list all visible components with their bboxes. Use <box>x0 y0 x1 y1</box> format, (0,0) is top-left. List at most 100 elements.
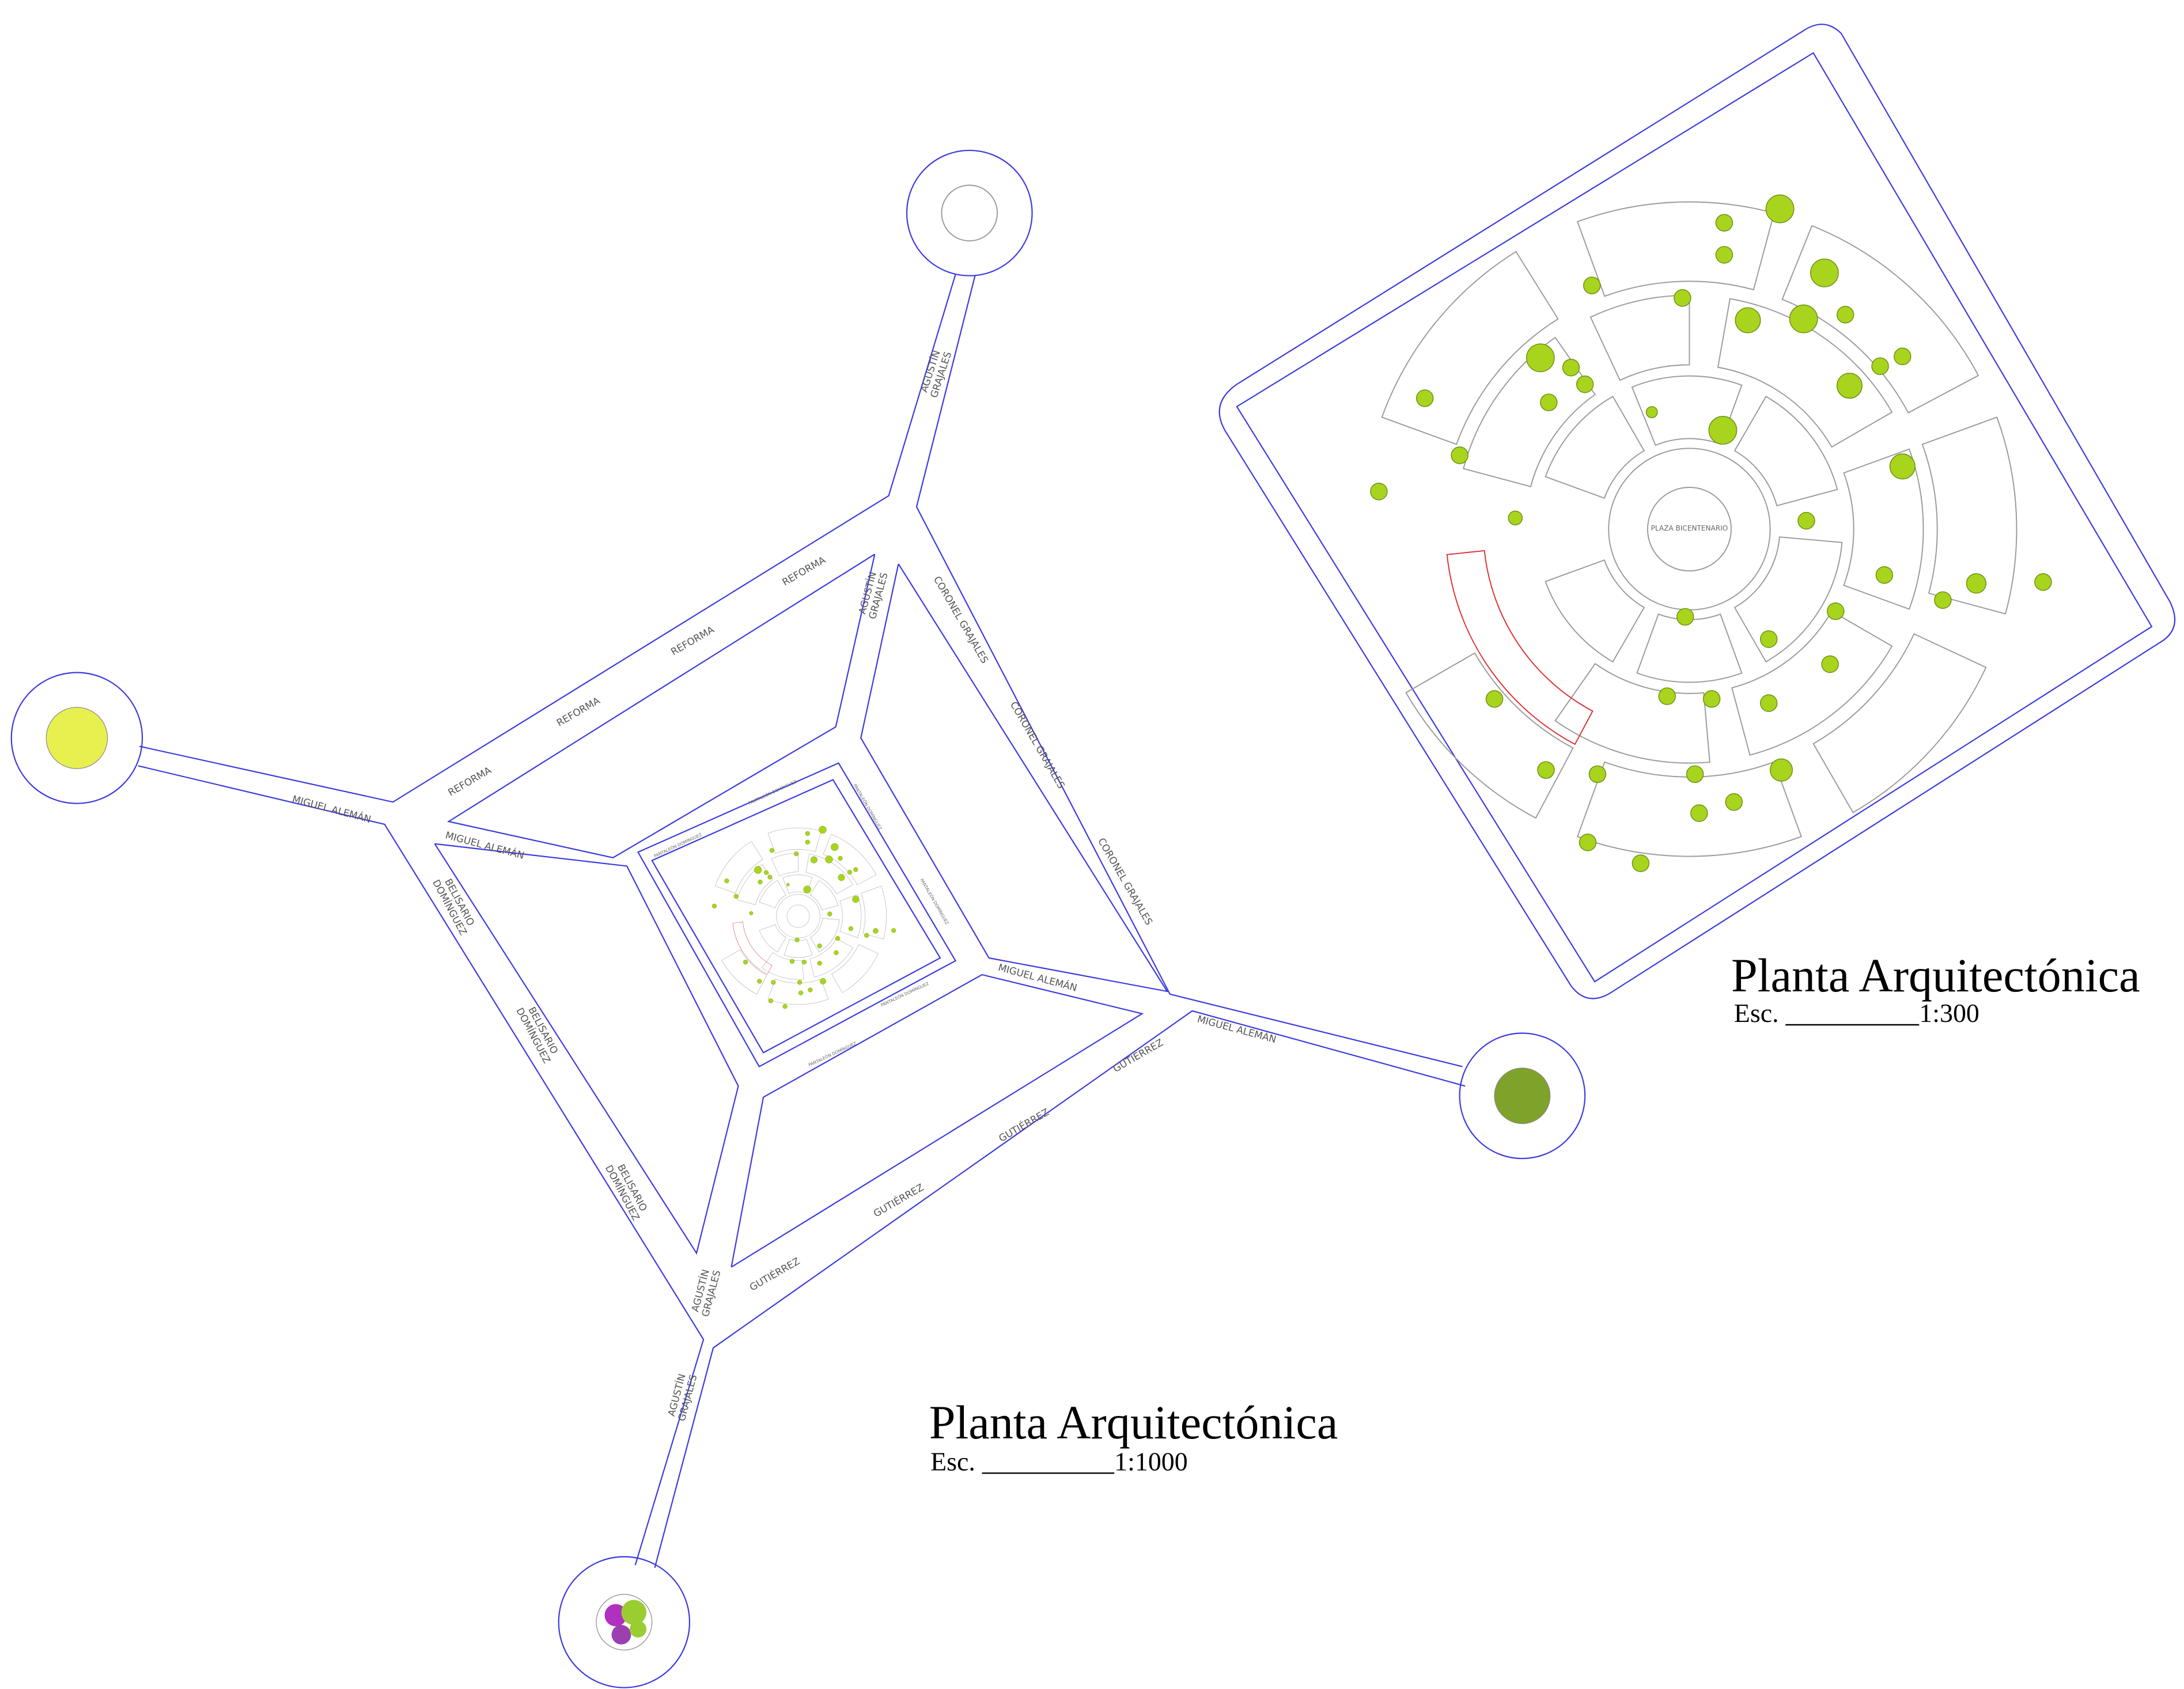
plan-boundary <box>1236 52 2153 983</box>
tree <box>1875 566 1894 584</box>
tree <box>1789 304 1818 334</box>
tree <box>1765 194 1795 224</box>
tree <box>1715 214 1733 232</box>
road-edge <box>654 1010 1466 1568</box>
plaza-core <box>1646 487 1732 571</box>
inner-street-label: PANTALEÓN DOMÍNGUEZ <box>808 1041 857 1068</box>
tree <box>1821 655 1839 673</box>
tree <box>1725 793 1743 811</box>
street-label: REFORMA <box>554 694 602 728</box>
plaza-block <box>637 762 957 1067</box>
roundabout <box>10 672 143 804</box>
street-label: CORONEL GRAJALES <box>1096 836 1155 927</box>
road-edge <box>434 843 739 1255</box>
garden-bed <box>1576 201 1775 297</box>
plan-boundary <box>1218 24 2175 999</box>
garden-bed <box>1545 559 1645 663</box>
roundabout-core <box>941 184 998 242</box>
street-label: AGUSTÍNGRAJALES <box>917 347 953 399</box>
inner-street-label: PANTALEÓN DOMÍNGUEZ <box>919 878 950 926</box>
tree <box>1632 854 1650 872</box>
shrub <box>611 1624 631 1645</box>
tree <box>1966 573 1987 594</box>
street-label: GUTIÉRREZ <box>747 1255 802 1293</box>
garden-bed <box>1921 416 2018 615</box>
scale-prefix: Esc. <box>930 1447 975 1476</box>
tree <box>1797 512 1815 530</box>
roundabout <box>1459 1032 1586 1160</box>
plaza-block <box>651 779 941 1054</box>
street-label: MIGUEL ALEMÁN <box>444 828 526 861</box>
road-edge <box>139 274 956 803</box>
tree <box>1674 289 1691 307</box>
street-label-line: CORONEL GRAJALES <box>932 574 991 665</box>
plan-title: Planta Arquitectónica <box>929 1396 1338 1449</box>
scale-value: 1:1000 <box>1114 1447 1188 1476</box>
tree <box>1485 690 1504 708</box>
tree <box>2034 573 2052 591</box>
garden-bed <box>1554 662 1710 764</box>
tree <box>1769 758 1793 782</box>
tree <box>1576 375 1594 393</box>
inner-street-label: PANTALEÓN DOMÍNGUEZ <box>853 783 883 831</box>
tree <box>1415 389 1434 407</box>
tree <box>1540 393 1558 411</box>
garden-bed <box>1631 375 1743 446</box>
shrub <box>604 1604 627 1627</box>
garden-bed <box>1733 395 1838 507</box>
road-edge <box>446 554 876 859</box>
tree <box>1690 804 1708 822</box>
street-label-line: MIGUEL ALEMÁN <box>444 828 526 861</box>
plaza-plan-small <box>711 825 896 1009</box>
tree <box>1827 602 1845 620</box>
garden-bed <box>1463 336 1596 487</box>
tree <box>1760 694 1778 712</box>
garden-bed <box>1733 536 1843 663</box>
road-network <box>10 24 2175 1688</box>
tree <box>1894 347 1912 366</box>
scale-value: 1:300 <box>1919 998 1979 1028</box>
street-label-line: REFORMA <box>554 694 602 728</box>
roundabout <box>558 1556 691 1688</box>
street-label-line: GUTIÉRREZ <box>996 1105 1051 1144</box>
street-label-line: GUTIÉRREZ <box>871 1181 926 1220</box>
street-label: AGUSTÍNGRAJALES <box>688 1266 722 1317</box>
street-label: GUTIÉRREZ <box>871 1181 926 1220</box>
tree <box>1871 357 1889 375</box>
road-edge <box>730 974 1144 1268</box>
plaza-label: PLAZA BICENTENARIO <box>1651 524 1728 532</box>
street-label: AGUSTÍNGRAJALES <box>855 568 890 620</box>
garden-bed <box>1731 610 1893 756</box>
planter <box>1494 1067 1551 1124</box>
street-label: REFORMA <box>669 623 717 657</box>
tree <box>1451 446 1468 464</box>
street-label-line: MIGUEL ALEMÁN <box>291 793 373 825</box>
tree <box>1760 630 1778 648</box>
street-label-line: REFORMA <box>446 764 494 798</box>
tree <box>1370 483 1388 501</box>
planter <box>46 707 108 769</box>
tree <box>1526 343 1555 373</box>
garden-bed <box>1446 550 1593 745</box>
garden-bed <box>1717 298 1893 448</box>
street-label: REFORMA <box>446 764 494 798</box>
garden-bed <box>1781 225 1979 414</box>
tree <box>1588 765 1607 783</box>
plaza-plan <box>1370 194 2052 872</box>
plan-title-block: Planta Arquitectónica Esc. 1:1000 <box>929 1396 1338 1476</box>
roundabout <box>906 149 1033 277</box>
tree <box>1579 834 1597 851</box>
tree <box>1934 591 1952 609</box>
tree <box>1676 608 1694 626</box>
garden-bed <box>1381 251 1559 445</box>
tree <box>1508 510 1523 525</box>
street-label: CORONEL GRAJALES <box>932 574 991 665</box>
garden-bed <box>1405 652 1574 819</box>
garden-bed <box>1843 448 1924 610</box>
shrub <box>630 1620 647 1638</box>
garden-bed <box>1636 613 1743 683</box>
road-edge <box>915 275 1463 1067</box>
street-label-line: GUTIÉRREZ <box>747 1255 802 1293</box>
tree <box>1645 406 1658 418</box>
